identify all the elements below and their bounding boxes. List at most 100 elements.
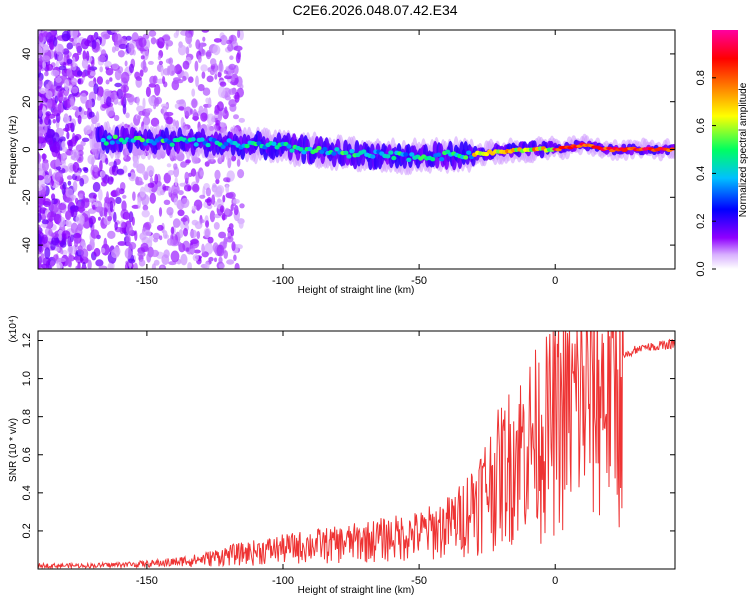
noise-blob (141, 209, 150, 218)
noise-blob (217, 62, 224, 73)
noise-blob (48, 168, 52, 178)
noise-blob (213, 222, 220, 230)
noise-blob (100, 180, 107, 187)
noise-blob (82, 50, 87, 61)
noise-blob (224, 207, 230, 216)
noise-blob (112, 165, 116, 173)
noise-blob (190, 248, 195, 253)
noise-blob (233, 114, 239, 120)
noise-blob (137, 251, 146, 257)
ridge-core (388, 150, 394, 155)
snr-xtick-label: 0 (552, 575, 558, 587)
snr-xtick-label: -50 (411, 575, 427, 587)
noise-blob (176, 63, 181, 72)
noise-blob (226, 259, 235, 265)
noise-blob (99, 160, 103, 172)
spectrogram-marks (38, 30, 675, 269)
noise-blob (75, 197, 79, 205)
noise-blob (177, 241, 182, 248)
noise-blob (149, 192, 156, 204)
noise-blob (115, 196, 122, 204)
noise-blob (178, 106, 185, 111)
noise-blob (78, 106, 82, 112)
noise-blob (163, 172, 171, 184)
noise-blob (216, 101, 224, 112)
ridge-core (193, 142, 199, 147)
spectrogram-xlabel: Height of straight line (km) (298, 285, 415, 296)
noise-blob (157, 55, 161, 61)
noise-blob (205, 187, 211, 197)
noise-blob (67, 122, 73, 129)
spectrogram-xtick-label: -50 (411, 275, 427, 287)
noise-blob (120, 95, 125, 106)
noise-blob (131, 216, 135, 226)
noise-blob (175, 30, 180, 37)
noise-blob (150, 37, 157, 45)
noise-blob (137, 197, 142, 209)
noise-blob (154, 83, 161, 96)
noise-blob (93, 83, 99, 95)
noise-blob (81, 137, 90, 142)
snr-ytick-label: 0.8 (21, 409, 33, 424)
noise-blob (145, 112, 149, 119)
snr-ytick-label: 0.4 (21, 485, 33, 500)
noise-blob (222, 194, 226, 203)
noise-blob (201, 243, 205, 254)
noise-blob (201, 30, 210, 33)
noise-blob (162, 76, 166, 85)
noise-blob (151, 263, 156, 269)
noise-blob (38, 87, 47, 94)
colorbar-ticks: 0.0 0.2 0.4 0.6 0.8 (695, 70, 716, 277)
noise-blob (177, 44, 187, 56)
noise-blob (206, 113, 215, 125)
ridge-core (307, 146, 313, 152)
noise-blob (165, 116, 173, 125)
noise-blob (192, 116, 200, 121)
noise-blob (184, 106, 192, 117)
noise-blob (67, 245, 76, 256)
noise-blob (185, 33, 193, 45)
ridge-core (391, 155, 397, 161)
noise-blob (177, 209, 185, 217)
noise-blob (117, 241, 127, 246)
ridge-core (256, 141, 262, 146)
noise-blob (129, 63, 134, 74)
noise-blob (47, 97, 53, 110)
ridge-core (436, 152, 442, 157)
noise-blob (120, 71, 130, 84)
colorbar-tick-label: 0.8 (695, 70, 707, 85)
noise-blob (236, 158, 241, 167)
noise-blob (218, 231, 227, 239)
noise-blob (163, 199, 171, 205)
snr-axes: -150 -100 -50 0 0.2 0.4 0.6 0.8 1.0 1.2 (21, 331, 675, 587)
noise-blob (60, 249, 64, 255)
noise-blob (219, 81, 227, 87)
colorbar-tick-label: 0.4 (695, 166, 707, 181)
noise-blob (188, 43, 192, 48)
noise-blob (122, 104, 127, 115)
noise-blob (54, 171, 64, 183)
noise-blob (235, 52, 241, 64)
noise-blob (190, 239, 199, 245)
noise-blob (74, 238, 79, 248)
noise-blob (41, 263, 49, 269)
noise-blob (137, 115, 142, 120)
noise-blob (98, 188, 103, 201)
noise-blob (171, 79, 180, 91)
ridge-core (112, 134, 118, 139)
noise-blob (51, 202, 59, 214)
noise-blob (49, 260, 55, 267)
noise-blob (50, 30, 56, 36)
noise-blob (160, 265, 165, 269)
noise-blob (142, 97, 146, 110)
noise-blob (58, 203, 67, 211)
noise-blob (142, 66, 148, 73)
noise-blob (166, 206, 174, 216)
noise-blob (210, 58, 217, 66)
noise-blob (170, 250, 180, 263)
noise-blob (45, 90, 53, 100)
noise-blob (40, 223, 48, 228)
noise-blob (66, 175, 73, 180)
noise-blob (111, 248, 120, 259)
noise-blob (173, 197, 178, 206)
